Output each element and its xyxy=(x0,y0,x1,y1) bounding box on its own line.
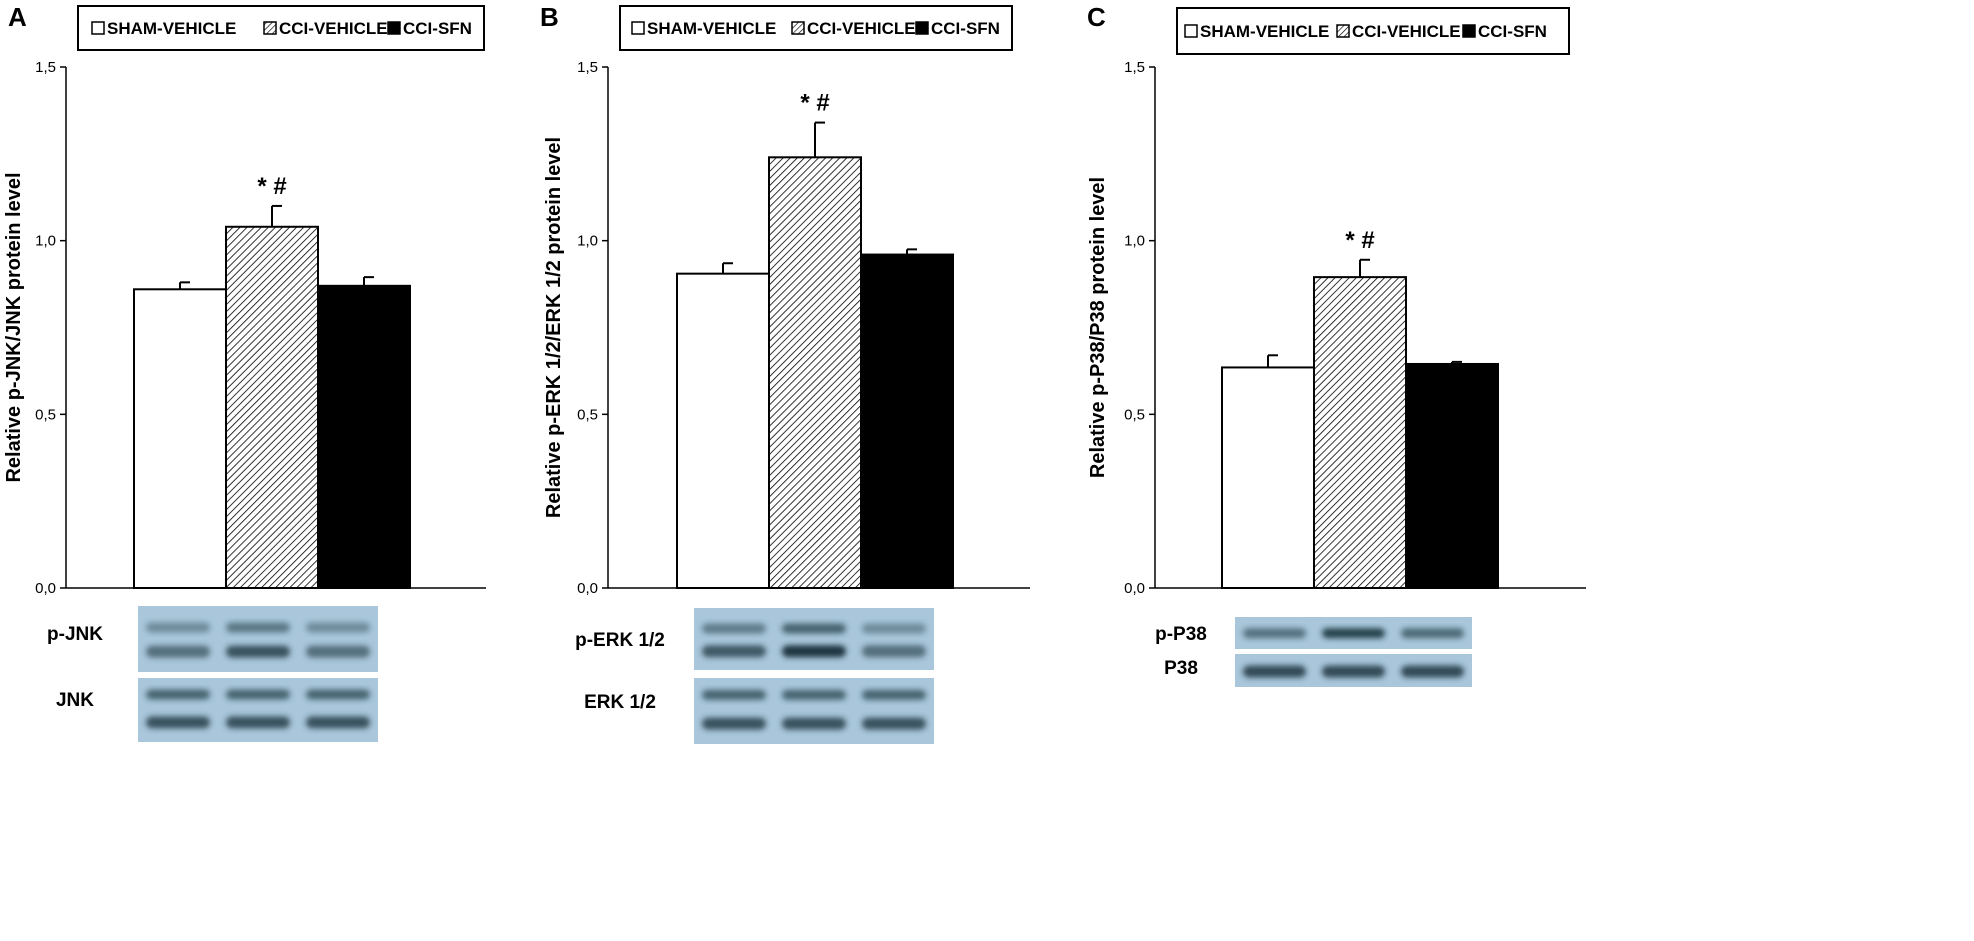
y-tick-label: 1,0 xyxy=(35,233,56,250)
blot-band xyxy=(306,689,370,700)
blot-band xyxy=(862,645,926,658)
bar-cci-sfn xyxy=(1405,362,1499,589)
blot-label: JNK xyxy=(56,690,94,711)
legend-entry: CCI-SFN xyxy=(931,19,1000,38)
legend-swatch xyxy=(631,21,645,35)
panel-c: C SHAM-VEHICLE CCI-VEHICLE CCI-SFN 0,0 0,5 1,0… xyxy=(1087,2,1586,687)
legend-box xyxy=(1176,7,1570,55)
legend-swatch xyxy=(91,21,105,35)
blot-label: P38 xyxy=(1164,658,1198,679)
significance-marker: * # xyxy=(257,173,286,200)
y-tick-label: 1,5 xyxy=(1124,59,1145,76)
bar-sham-vehicle xyxy=(676,272,770,589)
blot-band xyxy=(702,689,766,700)
blot-band xyxy=(226,645,290,658)
blot-label: p-JNK xyxy=(47,624,103,645)
western-blot xyxy=(1235,617,1472,687)
panel-a: A SHAM-VEHICLE CCI-VEHICLE CCI-SFN 0,0 0,5 1,0… xyxy=(3,2,486,742)
legend-swatch xyxy=(1184,24,1198,38)
bar-sham-vehicle xyxy=(133,288,227,589)
legend-swatch xyxy=(263,21,277,35)
legend-entry: SHAM-VEHICLE xyxy=(1200,22,1329,41)
western-blot xyxy=(694,608,934,744)
y-tick-label: 0,5 xyxy=(35,406,56,423)
y-tick-label: 0,0 xyxy=(577,580,598,597)
legend-swatch xyxy=(791,21,805,35)
blot-band xyxy=(1243,665,1306,678)
blot-band xyxy=(146,645,210,658)
legend-entry: CCI-VEHICLE xyxy=(1352,22,1461,41)
blot-band xyxy=(306,645,370,658)
blot-panel-bottom xyxy=(694,678,934,744)
blot-panel-top xyxy=(694,608,934,670)
blot-label: p-P38 xyxy=(1155,624,1207,645)
blot-band xyxy=(702,645,766,658)
blot-band xyxy=(226,716,290,729)
blot-band xyxy=(1401,628,1464,639)
y-tick-label: 1,5 xyxy=(577,59,598,76)
blot-band xyxy=(1243,628,1306,639)
bar-cci-sfn xyxy=(860,253,954,589)
bar-sham-vehicle xyxy=(1221,366,1315,589)
blot-band xyxy=(146,622,210,633)
blot-band xyxy=(782,717,846,730)
legend-entry: CCI-SFN xyxy=(1478,22,1547,41)
blot-band xyxy=(782,623,846,634)
legend-box xyxy=(77,5,485,51)
blot-label: ERK 1/2 xyxy=(584,692,656,713)
y-tick-label: 0,0 xyxy=(1124,580,1145,597)
bar-cci-vehicle xyxy=(1313,276,1407,589)
panel-letter: B xyxy=(540,2,559,32)
blot-band xyxy=(782,645,846,658)
y-axis-label: Relative p-JNK/JNK protein level xyxy=(3,172,25,482)
bar-cci-vehicle xyxy=(225,225,319,589)
legend-entry: SHAM-VEHICLE xyxy=(107,19,236,38)
blot-band xyxy=(1322,628,1385,639)
blot-label: p-ERK 1/2 xyxy=(575,630,665,651)
legend-swatch xyxy=(387,21,401,35)
panel-letter: C xyxy=(1087,2,1106,32)
panel-b: B SHAM-VEHICLE CCI-VEHICLE CCI-SFN 0,0 0,5 1,0… xyxy=(540,2,1030,744)
y-axis-label: Relative p-ERK 1/2/ERK 1/2 protein level xyxy=(543,137,565,518)
legend-entry: CCI-VEHICLE xyxy=(807,19,916,38)
y-tick-label: 1,5 xyxy=(35,59,56,76)
blot-band xyxy=(306,622,370,633)
blot-band xyxy=(702,623,766,634)
blot-panel-bottom xyxy=(138,678,378,742)
bar-cci-vehicle xyxy=(768,156,862,589)
legend-entry: SHAM-VEHICLE xyxy=(647,19,776,38)
western-blot xyxy=(138,606,378,742)
blot-band xyxy=(1322,665,1385,678)
y-tick-label: 0,0 xyxy=(35,580,56,597)
y-axis-label: Relative p-P38/P38 protein level xyxy=(1087,177,1109,478)
blot-band xyxy=(146,716,210,729)
legend-entry: CCI-SFN xyxy=(403,19,472,38)
significance-marker: * # xyxy=(800,90,829,117)
blot-band xyxy=(1401,665,1464,678)
legend-swatch xyxy=(1336,24,1350,38)
bar-cci-sfn xyxy=(317,284,411,589)
panel-letter: A xyxy=(8,2,27,32)
blot-band xyxy=(862,717,926,730)
significance-marker: * # xyxy=(1345,227,1374,254)
blot-band xyxy=(862,689,926,700)
y-tick-label: 1,0 xyxy=(1124,233,1145,250)
legend-entry: CCI-VEHICLE xyxy=(279,19,388,38)
y-tick-label: 1,0 xyxy=(577,233,598,250)
blot-band xyxy=(306,716,370,729)
legend-box xyxy=(619,5,1013,51)
blot-band xyxy=(702,717,766,730)
legend-swatch xyxy=(915,21,929,35)
blot-band xyxy=(146,689,210,700)
blot-band xyxy=(226,622,290,633)
blot-band xyxy=(782,689,846,700)
blot-band xyxy=(226,689,290,700)
y-tick-label: 0,5 xyxy=(1124,406,1145,423)
blot-panel-top xyxy=(138,606,378,672)
legend-swatch xyxy=(1462,24,1476,38)
blot-band xyxy=(862,623,926,634)
y-tick-label: 0,5 xyxy=(577,406,598,423)
